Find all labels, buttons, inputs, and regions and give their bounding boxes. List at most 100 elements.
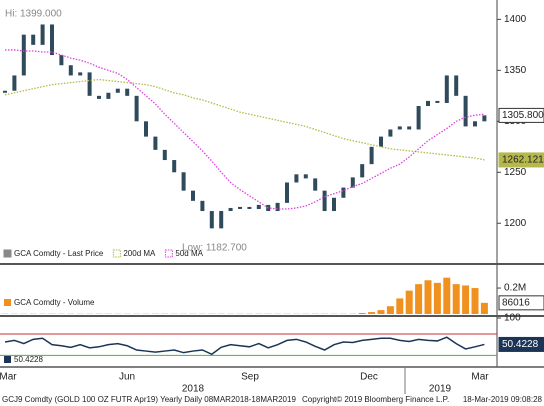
candle (144, 121, 148, 137)
candle (106, 92, 111, 99)
legend-label: GCA Comdty - Last Price (14, 249, 104, 258)
candle (21, 34, 26, 76)
x-tick-label: Mar (0, 372, 17, 383)
candle (3, 90, 7, 93)
x-tick-label: Dec (360, 372, 378, 383)
footer: 18-Mar-2019 09:08:28 (463, 395, 543, 404)
candle (285, 182, 289, 203)
candle (416, 106, 421, 130)
last-value-box (498, 107, 544, 123)
candle (247, 206, 252, 209)
y-tick-label: 1250 (504, 167, 527, 178)
last-value-box (498, 336, 544, 352)
candle (181, 172, 186, 191)
volume-bar (405, 290, 413, 314)
candle (407, 126, 412, 130)
candle (219, 211, 224, 229)
candle (379, 136, 383, 147)
candle (134, 95, 139, 122)
volume-bar (368, 312, 376, 314)
candle (228, 207, 233, 212)
y-tick-label: 1200 (504, 218, 527, 229)
legend-swatch (4, 356, 11, 363)
legend-swatch (3, 249, 12, 258)
legend-swatch (112, 249, 121, 258)
candle (313, 178, 318, 191)
candle (463, 95, 468, 127)
candle (31, 34, 36, 45)
candle (78, 72, 83, 76)
x-year-label: 2018 (182, 384, 205, 395)
candle (426, 100, 430, 107)
rsi-line (4, 336, 485, 356)
last-value-label: 1305.800 (502, 110, 544, 121)
candle (397, 126, 402, 130)
x-year-label: 2019 (429, 384, 452, 395)
moving-average (4, 78, 485, 161)
volume-bar (433, 282, 441, 314)
candle (172, 160, 177, 173)
candle (200, 200, 205, 212)
candle (360, 164, 365, 178)
x-tick-label: Sep (241, 372, 259, 383)
volume-bar (386, 306, 394, 314)
volume-bar (480, 302, 488, 314)
candle (332, 197, 336, 212)
candle (444, 75, 449, 103)
x-tick-label: Mar (471, 372, 489, 383)
candle (294, 174, 299, 183)
x-tick-label: Jun (119, 372, 135, 383)
candle (68, 65, 73, 76)
candle (482, 115, 487, 122)
legend-label: GCA Comdty - Volume (14, 298, 95, 307)
footer: Copyright© 2019 Bloomberg Finance L.P. (302, 395, 449, 404)
volume-bar (462, 285, 470, 314)
candle (369, 146, 374, 165)
volume-bar (452, 284, 460, 314)
volume-bar (377, 310, 385, 314)
legend-label: 50.4228 (14, 355, 43, 364)
volume-bar (415, 284, 423, 314)
y-tick-label: 1400 (504, 14, 527, 25)
last-value-label: 86016 (502, 297, 530, 308)
last-value-box (498, 152, 544, 168)
volume-bar (471, 288, 479, 314)
candle (275, 202, 280, 212)
candle (341, 187, 346, 198)
candle (454, 75, 459, 96)
candle (256, 204, 261, 209)
low-label: Low: 1182.700 (182, 243, 247, 254)
legend-swatch (164, 249, 173, 258)
candle (153, 136, 158, 150)
candle (97, 95, 101, 99)
candle (40, 24, 45, 45)
candle (59, 55, 64, 66)
volume-bar (424, 280, 432, 314)
y-tick-label: 100 (504, 313, 521, 324)
candle (473, 121, 477, 127)
moving-average (5, 49, 485, 210)
footer: GCJ9 Comdty (GOLD 100 OZ FUTR Apr19) Yea… (2, 395, 296, 404)
volume-bar (443, 277, 451, 314)
hi-label: Hi: 1399.000 (5, 9, 62, 20)
candle (238, 206, 242, 209)
candle (12, 75, 17, 91)
candle (87, 72, 92, 96)
last-value-label: 50.4228 (502, 339, 539, 350)
y-tick-label: 0.2M (504, 283, 526, 294)
candle (50, 24, 54, 56)
volume-bar (396, 298, 404, 314)
candle (435, 100, 440, 103)
candle (388, 129, 393, 137)
legend-label: 50d MA (175, 249, 203, 258)
candle (191, 190, 195, 201)
candle (350, 177, 355, 188)
candle (115, 88, 120, 93)
legend-label: 200d MA (123, 249, 156, 258)
last-value-box (498, 295, 544, 311)
candle (303, 174, 308, 179)
last-value-label: 1262.121 (502, 155, 544, 166)
legend-swatch (4, 299, 11, 306)
